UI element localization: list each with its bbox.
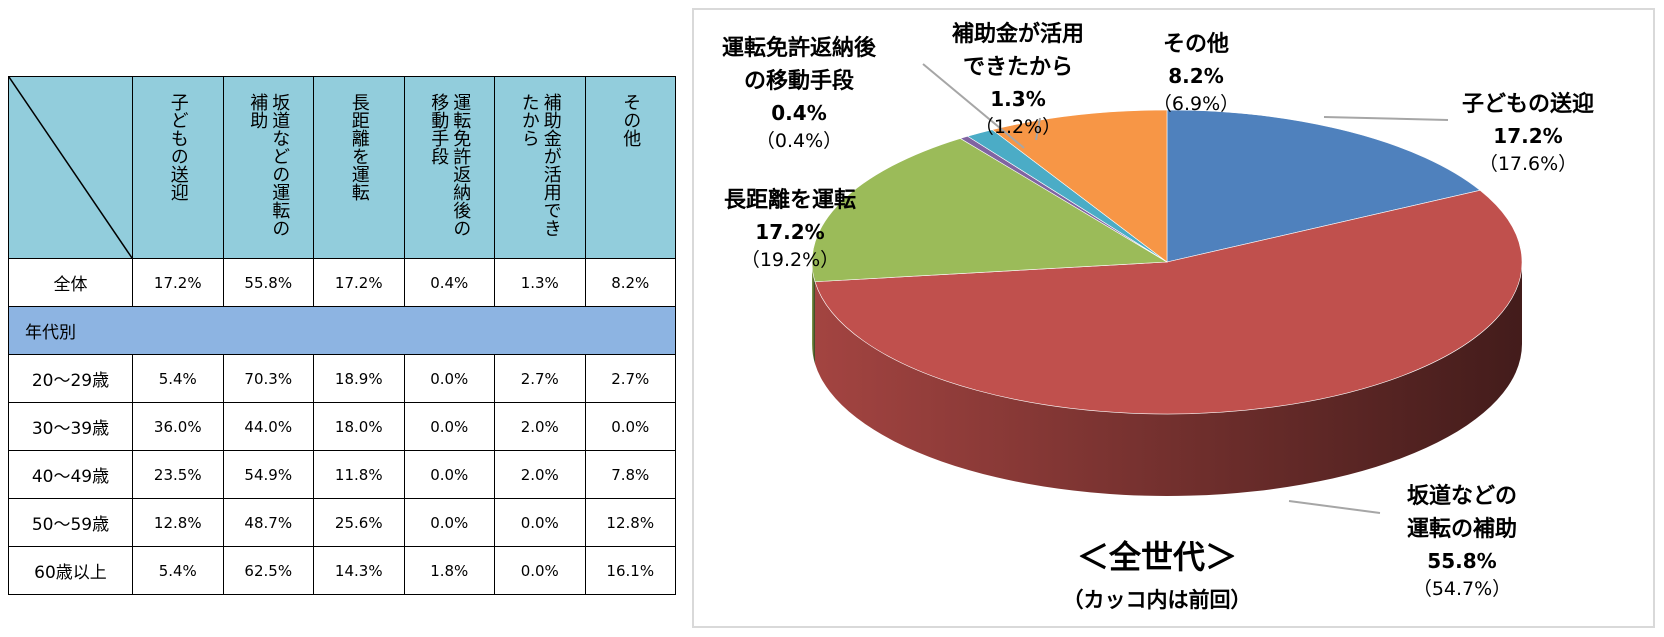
column-header: 補助金が活用できたから xyxy=(494,76,586,259)
cell: 55.8% xyxy=(222,258,314,307)
data-row: 60歳以上 5.4% 62.5% 14.3% 1.8% 0.0% 16.1% xyxy=(8,546,676,595)
column-header-text: 運転免許返納後の移動手段 xyxy=(428,92,472,237)
pie-slice-side xyxy=(812,262,816,364)
column-header-text: 補助金が活用できたから xyxy=(518,92,562,237)
cell: 14.3% xyxy=(313,546,405,595)
cell: 16.1% xyxy=(584,546,676,595)
section-label: 年代別 xyxy=(8,306,676,355)
category-label: 長距離を運転 xyxy=(723,188,856,213)
cell: 23.5% xyxy=(132,450,224,499)
value-label: 0.4% xyxy=(771,101,827,125)
value-label: 17.2% xyxy=(755,220,825,244)
leader-line xyxy=(1288,500,1381,514)
cell: 18.9% xyxy=(313,354,405,403)
column-header: 坂道などの運転の補助 xyxy=(222,76,314,259)
total-row: 全体 17.2% 55.8% 17.2% 0.4% 1.3% 8.2% xyxy=(8,258,676,307)
cell: 8.2% xyxy=(584,258,676,307)
cell: 0.0% xyxy=(403,498,495,547)
leader-line xyxy=(922,63,1025,149)
slice-label: 長距離を運転 17.2% （19.2%） xyxy=(690,184,890,273)
cell: 62.5% xyxy=(222,546,314,595)
cell: 12.8% xyxy=(584,498,676,547)
cell: 0.4% xyxy=(403,258,495,307)
previous-label: （17.6%） xyxy=(1478,153,1578,175)
pie-slice-side xyxy=(815,262,1522,496)
header-row: 子どもの送迎 坂道などの運転の補助 長距離を運転 運転免許返納後の移動手段 補助金が活用… xyxy=(8,76,676,259)
data-table: 子どもの送迎 坂道などの運転の補助 長距離を運転 運転免許返納後の移動手段 補助金が活用… xyxy=(8,76,676,595)
cell: 0.0% xyxy=(403,354,495,403)
value-label: 17.2% xyxy=(1493,124,1563,148)
value-label: 55.8% xyxy=(1427,549,1497,573)
column-header: 運転免許返納後の移動手段 xyxy=(403,76,495,259)
column-header-text: 子どもの送迎 xyxy=(167,92,189,201)
slice-label: 運転免許返納後の移動手段 0.4% （0.4%） xyxy=(717,32,882,154)
data-row: 20～29歳 5.4% 70.3% 18.9% 0.0% 2.7% 2.7% xyxy=(8,354,676,403)
cell: 7.8% xyxy=(584,450,676,499)
corner-cell xyxy=(8,76,133,259)
column-header-text: 長距離を運転 xyxy=(348,92,370,201)
row-label: 50～59歳 xyxy=(8,498,133,547)
cell: 1.8% xyxy=(403,546,495,595)
cell: 2.7% xyxy=(584,354,676,403)
column-header-text: その他 xyxy=(620,92,642,147)
pie-slice xyxy=(1166,109,1481,263)
category-label: 運転免許返納後の移動手段 xyxy=(721,36,876,94)
data-row: 40～49歳 23.5% 54.9% 11.8% 0.0% 2.0% 7.8% xyxy=(8,450,676,499)
slice-label: 坂道などの運転の補助 55.8% （54.7%） xyxy=(1402,480,1522,602)
cell: 2.0% xyxy=(494,450,586,499)
category-label: 坂道などの運転の補助 xyxy=(1406,484,1517,542)
pie-slice xyxy=(814,189,1523,415)
slice-label: その他 8.2% （6.9%） xyxy=(1136,28,1256,117)
cell: 17.2% xyxy=(132,258,224,307)
cell: 44.0% xyxy=(222,402,314,451)
chart-frame xyxy=(692,8,1655,628)
column-header-text: 坂道などの運転の補助 xyxy=(247,92,291,237)
pie-slice xyxy=(991,109,1168,263)
category-label: その他 xyxy=(1162,32,1229,57)
cell: 5.4% xyxy=(132,546,224,595)
previous-label: （54.7%） xyxy=(1412,578,1512,600)
cell: 1.3% xyxy=(494,258,586,307)
cell: 0.0% xyxy=(494,498,586,547)
data-row: 30～39歳 36.0% 44.0% 18.0% 0.0% 2.0% 0.0% xyxy=(8,402,676,451)
cell: 25.6% xyxy=(313,498,405,547)
leader-line xyxy=(1035,117,1041,141)
leader-line xyxy=(1323,116,1449,121)
chart-subtitle: （カッコ内は前回） xyxy=(1062,588,1252,612)
slice-label: 補助金が活用できたから 1.3% （1.2%） xyxy=(948,18,1088,140)
cell: 0.0% xyxy=(403,402,495,451)
cell: 2.7% xyxy=(494,354,586,403)
value-label: 1.3% xyxy=(990,87,1046,111)
column-header: 長距離を運転 xyxy=(313,76,405,259)
cell: 54.9% xyxy=(222,450,314,499)
section-row: 年代別 xyxy=(8,306,676,355)
column-header: その他 xyxy=(584,76,676,259)
value-label: 8.2% xyxy=(1168,64,1224,88)
cell: 17.2% xyxy=(313,258,405,307)
previous-label: （0.4%） xyxy=(755,130,843,152)
category-label: 子どもの送迎 xyxy=(1461,92,1594,117)
chart-title: ＜全世代＞ xyxy=(1076,538,1238,576)
cell: 70.3% xyxy=(222,354,314,403)
previous-label: （1.2%） xyxy=(974,116,1062,138)
previous-label: （19.2%） xyxy=(740,249,840,271)
cell: 5.4% xyxy=(132,354,224,403)
cell: 48.7% xyxy=(222,498,314,547)
slice-label: 子どもの送迎 17.2% （17.6%） xyxy=(1443,88,1613,177)
cell: 0.0% xyxy=(584,402,676,451)
previous-label: （6.9%） xyxy=(1152,93,1240,115)
cell: 0.0% xyxy=(403,450,495,499)
cell: 18.0% xyxy=(313,402,405,451)
row-label: 20～29歳 xyxy=(8,354,133,403)
category-label: 補助金が活用できたから xyxy=(951,22,1084,80)
row-label: 60歳以上 xyxy=(8,546,133,595)
pie-slice xyxy=(811,138,1168,283)
cell: 2.0% xyxy=(494,402,586,451)
